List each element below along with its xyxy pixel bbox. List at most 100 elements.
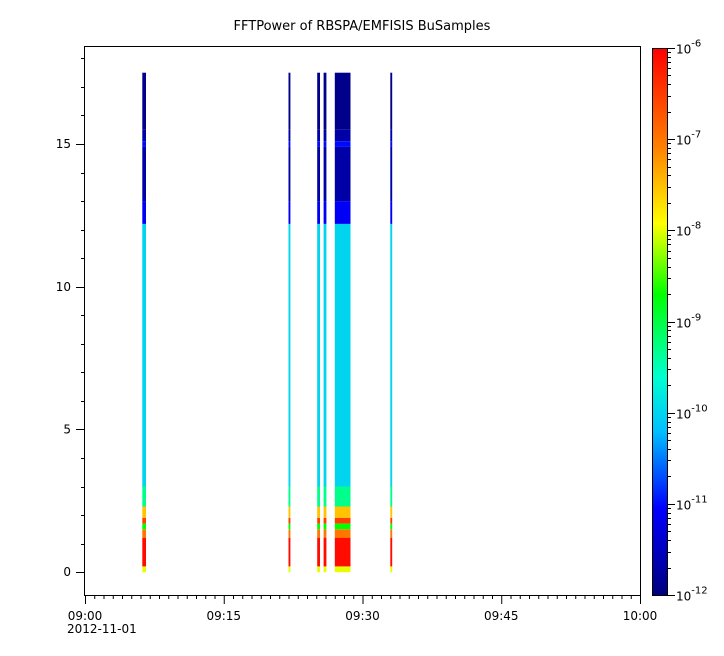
- power-cell: [390, 486, 393, 507]
- x-tick-label: 09:30: [345, 609, 380, 623]
- power-cell: [334, 141, 351, 147]
- power-cell: [142, 506, 146, 518]
- burst-column: [323, 72, 327, 573]
- x-tick-label: 10:00: [623, 609, 658, 623]
- power-cell: [334, 486, 351, 507]
- power-cell: [390, 566, 393, 573]
- power-cell: [323, 566, 327, 573]
- power-cell: [288, 201, 291, 224]
- power-cell: [334, 146, 351, 202]
- power-cell: [142, 201, 146, 224]
- colorbar-tick-label: 10-7: [676, 130, 701, 148]
- colorbar-tick-label: 10-8: [676, 221, 701, 239]
- power-cell: [288, 129, 291, 142]
- colorbar: [652, 48, 668, 596]
- y-axis: 0 5 10 15: [56, 58, 85, 579]
- power-cell: [390, 146, 393, 202]
- power-cell: [323, 129, 327, 142]
- power-cell: [288, 486, 291, 507]
- chart-title: FFTPower of RBSPA/EMFISIS BuSamples: [234, 19, 491, 34]
- power-cell: [390, 72, 393, 130]
- power-cell: [390, 506, 393, 518]
- power-cell: [334, 537, 351, 567]
- power-cell: [323, 529, 327, 538]
- power-cell: [334, 224, 351, 487]
- power-cell: [142, 129, 146, 142]
- power-cell: [390, 129, 393, 142]
- power-cell: [142, 72, 146, 130]
- y-tick-label: 0: [63, 565, 71, 579]
- burst-column: [317, 72, 320, 573]
- power-cell: [334, 506, 351, 518]
- power-cell: [288, 146, 291, 202]
- y-tick-label: 15: [56, 137, 71, 151]
- power-cell: [288, 141, 291, 147]
- colorbar-axis: 10-6 10-7 10-8 10-9 10-10 10-11 10-12: [667, 39, 708, 604]
- power-cell: [323, 486, 327, 507]
- x-axis-date-label: 2012-11-01: [67, 622, 137, 636]
- power-cell: [288, 566, 291, 573]
- power-cell: [323, 517, 327, 524]
- power-cell: [317, 224, 320, 487]
- burst-column: [334, 72, 351, 573]
- power-cell: [323, 537, 327, 567]
- x-axis: 09:00 09:15 09:30 09:45 10:00: [68, 595, 658, 623]
- power-cell: [142, 566, 146, 573]
- power-cell: [323, 141, 327, 147]
- colorbar-tick-label: 10-10: [676, 404, 708, 422]
- power-cell: [288, 506, 291, 518]
- burst-column: [142, 72, 146, 573]
- power-cell: [317, 141, 320, 147]
- power-cell: [390, 537, 393, 567]
- power-cell: [334, 523, 351, 530]
- power-cell: [390, 141, 393, 147]
- x-tick-label: 09:00: [68, 609, 103, 623]
- power-cell: [317, 537, 320, 567]
- power-cell: [323, 201, 327, 224]
- y-tick-label: 5: [63, 422, 71, 436]
- power-cell: [317, 72, 320, 130]
- power-cell: [317, 146, 320, 202]
- plot-area: [84, 46, 641, 596]
- power-cell: [323, 146, 327, 202]
- power-cell: [390, 517, 393, 524]
- x-tick-label: 09:15: [206, 609, 241, 623]
- power-cell: [390, 224, 393, 487]
- spectrogram-bursts: [142, 72, 393, 573]
- x-tick-label: 09:45: [484, 609, 519, 623]
- y-tick-label: 10: [56, 280, 71, 294]
- power-cell: [142, 523, 146, 530]
- power-cell: [142, 224, 146, 487]
- power-cell: [288, 537, 291, 567]
- power-cell: [323, 506, 327, 518]
- power-cell: [317, 517, 320, 524]
- power-cell: [142, 529, 146, 538]
- power-cell: [323, 523, 327, 530]
- power-cell: [323, 72, 327, 130]
- colorbar-tick-label: 10-12: [676, 586, 708, 604]
- colorbar-tick-label: 10-9: [676, 313, 701, 331]
- power-cell: [142, 517, 146, 524]
- power-cell: [142, 537, 146, 567]
- power-cell: [142, 486, 146, 507]
- power-cell: [323, 224, 327, 487]
- burst-column: [288, 72, 291, 573]
- colorbar-tick-label: 10-11: [676, 495, 708, 513]
- power-cell: [317, 506, 320, 518]
- power-cell: [334, 529, 351, 538]
- power-cell: [334, 517, 351, 524]
- power-cell: [288, 517, 291, 524]
- power-cell: [317, 486, 320, 507]
- power-cell: [334, 566, 351, 573]
- power-cell: [317, 566, 320, 573]
- power-cell: [288, 224, 291, 487]
- power-cell: [142, 141, 146, 147]
- power-cell: [317, 129, 320, 142]
- power-cell: [390, 529, 393, 538]
- power-cell: [288, 529, 291, 538]
- power-cell: [334, 129, 351, 142]
- power-cell: [390, 201, 393, 224]
- power-cell: [317, 529, 320, 538]
- power-cell: [288, 72, 291, 130]
